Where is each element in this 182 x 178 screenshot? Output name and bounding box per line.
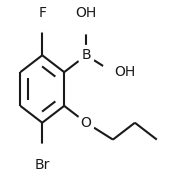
Text: OH: OH (114, 65, 135, 79)
Text: F: F (38, 6, 46, 20)
Circle shape (78, 113, 95, 132)
Text: OH: OH (76, 6, 97, 20)
Circle shape (33, 11, 51, 32)
Circle shape (102, 60, 124, 84)
Circle shape (78, 46, 95, 65)
Circle shape (32, 144, 53, 169)
Text: B: B (81, 48, 91, 62)
Text: O: O (81, 116, 92, 130)
Circle shape (76, 9, 97, 34)
Text: Br: Br (35, 158, 50, 172)
